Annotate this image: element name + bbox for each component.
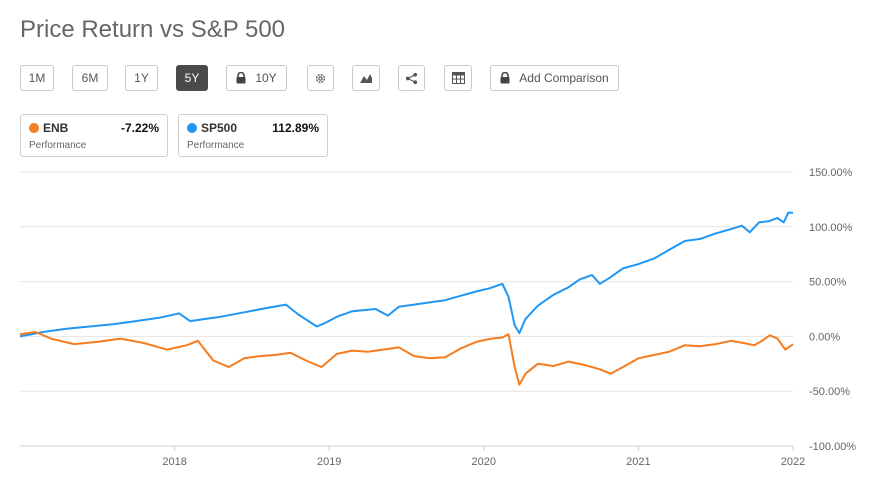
x-tick-label: 2021 (626, 456, 650, 468)
table-view-button[interactable] (444, 65, 472, 91)
share-button[interactable] (398, 65, 425, 91)
add-comparison-button[interactable]: Add Comparison (490, 65, 619, 91)
page-title: Price Return vs S&P 500 (20, 16, 286, 43)
legend-value: -7.22% (120, 121, 159, 135)
legend-symbol: ENB (43, 121, 69, 135)
series-line-sp500 (19, 211, 794, 338)
range-6m-button[interactable]: 6M (72, 65, 108, 91)
legend-card-enb[interactable]: ENB -7.22% Performance (20, 114, 168, 157)
range-1y-button[interactable]: 1Y (125, 65, 158, 91)
y-tick-label: 0.00% (809, 331, 840, 343)
x-tick-label: 2022 (781, 456, 805, 468)
share-icon (405, 72, 418, 85)
mountain-chart-icon (359, 72, 373, 84)
range-5y-button[interactable]: 5Y (176, 65, 208, 91)
legend-sublabel: Performance (187, 140, 245, 151)
y-tick-label: 150.00% (809, 167, 853, 179)
series-color-dot (29, 123, 39, 133)
lock-icon (500, 72, 510, 84)
legend-sublabel: Performance (29, 140, 87, 151)
series-line-enb (19, 331, 794, 386)
add-comparison-label: Add Comparison (519, 71, 609, 85)
y-tick-label: -50.00% (809, 386, 850, 398)
legend-value: 112.89% (272, 121, 319, 135)
table-icon (451, 72, 465, 84)
y-tick-label: 100.00% (809, 222, 853, 234)
settings-button[interactable] (307, 65, 334, 91)
range-10y-label: 10Y (255, 71, 277, 85)
x-tick-label: 2020 (472, 456, 496, 468)
gear-icon (314, 72, 327, 85)
legend-symbol: SP500 (201, 121, 238, 135)
series-color-dot (187, 123, 197, 133)
x-tick-label: 2019 (317, 456, 341, 468)
y-tick-label: -100.00% (809, 441, 856, 453)
chart-type-button[interactable] (352, 65, 380, 91)
y-tick-label: 50.00% (809, 277, 847, 289)
x-tick-label: 2018 (162, 456, 186, 468)
lock-icon (236, 72, 246, 84)
range-1m-button[interactable]: 1M (20, 65, 54, 91)
legend-card-sp500[interactable]: SP500 112.89% Performance (178, 114, 328, 157)
range-10y-button[interactable]: 10Y (226, 65, 287, 91)
